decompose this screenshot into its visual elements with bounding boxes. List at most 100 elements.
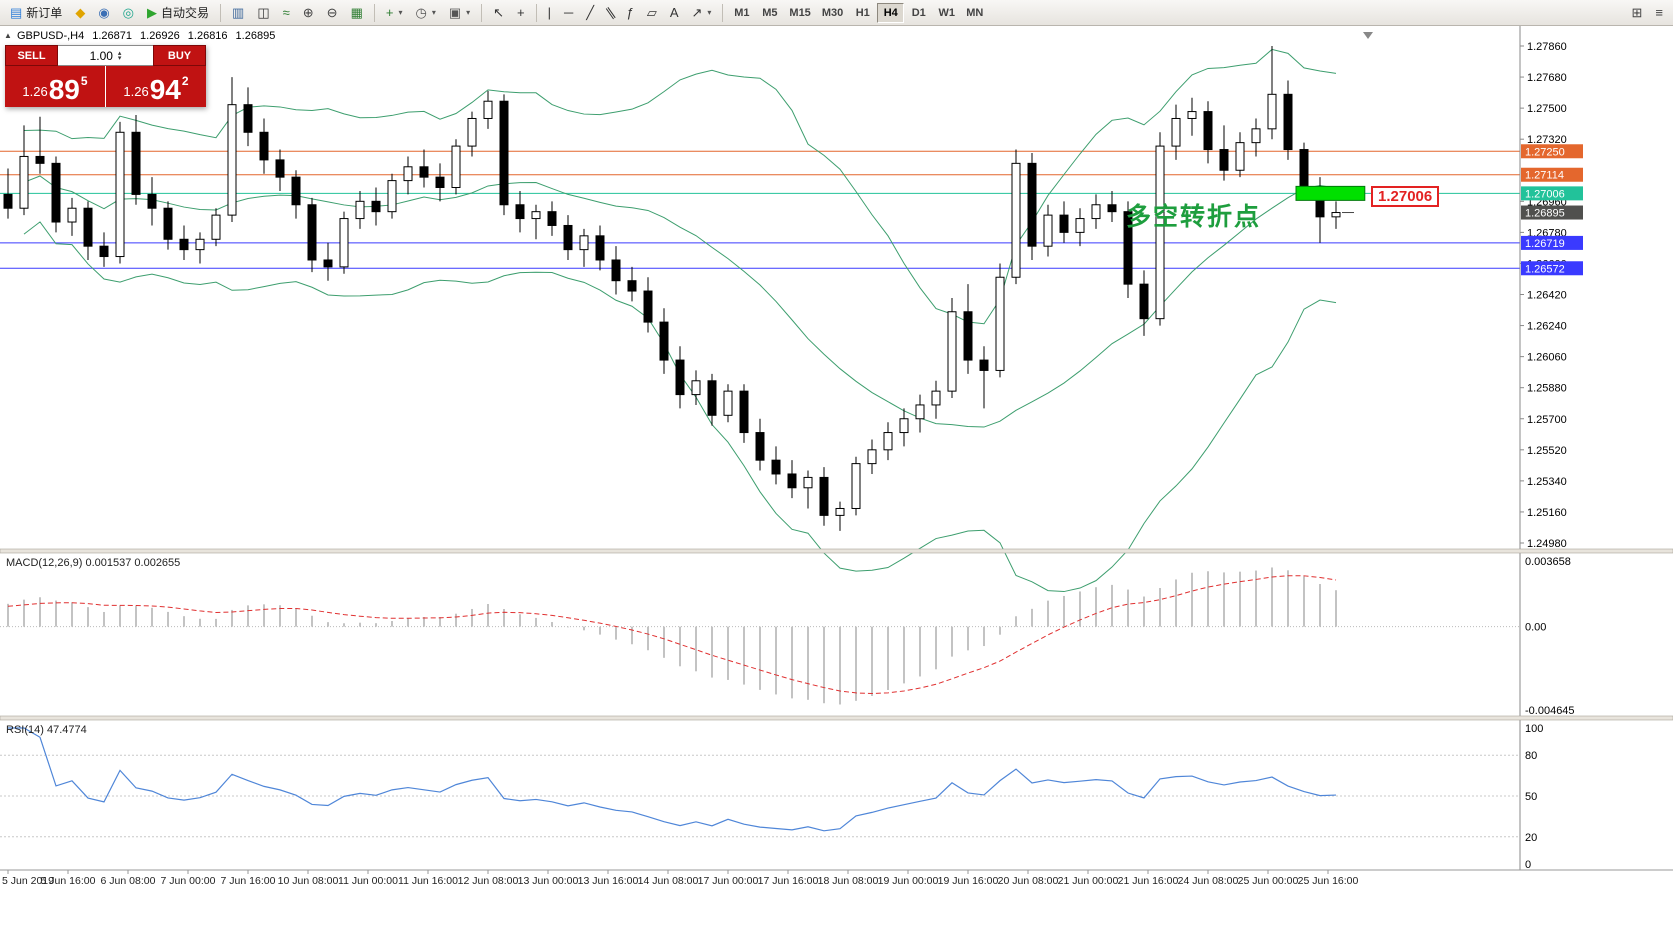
chart-ohlc-info: GBPUSD-,H4 1.26871 1.26926 1.26816 1.268… xyxy=(17,30,275,42)
candlestick-icon: ◫ xyxy=(257,5,270,20)
candle-body xyxy=(35,155,45,164)
dropdown-caret-icon: ▾ xyxy=(707,8,712,17)
candle-body xyxy=(1011,162,1021,278)
timeframe-h1-button[interactable]: H1 xyxy=(849,3,876,23)
candle-body xyxy=(931,390,941,406)
chart-shift-marker[interactable] xyxy=(1363,32,1373,39)
time-axis-label: 7 Jun 16:00 xyxy=(221,875,276,887)
bar-chart-mode-button[interactable]: ▥ xyxy=(226,2,250,24)
volume-value: 1.00 xyxy=(89,48,113,63)
rsi-axis-label: 80 xyxy=(1525,750,1537,762)
macd-panel: 0.003658 0.00 -0.004645 xyxy=(0,556,1575,717)
profile-button[interactable]: ◉ xyxy=(92,2,115,24)
horizontal-line-button[interactable]: ─ xyxy=(558,2,579,24)
channel-button[interactable]: ∥ xyxy=(601,2,620,24)
buy-price[interactable]: 1.26 94 2 xyxy=(106,66,206,107)
buy-price-big: 94 xyxy=(149,74,181,105)
ohlc-close: 1.26895 xyxy=(235,30,276,42)
indicators-button[interactable]: + ▾ xyxy=(380,2,409,24)
candle-body xyxy=(1107,204,1117,213)
candle-body xyxy=(803,476,813,489)
periods-button[interactable]: ◷ ▾ xyxy=(409,2,441,24)
sell-price-prefix: 1.26 xyxy=(22,84,48,99)
time-axis-label: 20 Jun 08:00 xyxy=(998,875,1059,887)
candle-body xyxy=(1235,142,1245,171)
timeframe-m1-button[interactable]: M1 xyxy=(728,3,755,23)
candle-body xyxy=(1187,111,1197,119)
price-axis[interactable]: 1.278601.276801.275001.273201.269601.267… xyxy=(1519,26,1583,870)
chart-canvas[interactable]: 1.278601.276801.275001.273201.269601.267… xyxy=(0,26,1673,951)
candle-body xyxy=(963,311,973,361)
arrows-button[interactable]: ↗ ▾ xyxy=(685,2,717,24)
timeframe-m15-button[interactable]: M15 xyxy=(784,3,815,23)
price-axis-label: 1.25880 xyxy=(1527,383,1567,395)
play-icon: ▶ xyxy=(147,5,157,20)
ohlc-high: 1.26926 xyxy=(140,30,180,42)
volume-up-icon[interactable]: ▴ xyxy=(117,49,122,57)
price-axis-label: 1.25700 xyxy=(1527,414,1567,426)
shapes-button[interactable]: ▱ xyxy=(641,2,663,24)
candle-body xyxy=(195,238,205,251)
market-button[interactable]: ◆ xyxy=(69,2,91,24)
volume-down-icon[interactable]: ▾ xyxy=(117,54,122,62)
sell-button[interactable]: SELL xyxy=(5,45,58,66)
refresh-button[interactable]: ◎ xyxy=(117,2,140,24)
price-axis-label: 1.25340 xyxy=(1527,476,1567,488)
zoom-out-button[interactable]: ⊖ xyxy=(321,2,344,24)
zoom-in-button[interactable]: ⊕ xyxy=(297,2,320,24)
candle-body xyxy=(675,359,685,396)
vertical-line-button[interactable]: | xyxy=(542,2,557,24)
candle-body xyxy=(259,131,269,161)
highlight-zone[interactable] xyxy=(1295,185,1366,201)
timeframe-w1-button[interactable]: W1 xyxy=(933,3,960,23)
candle-body xyxy=(243,104,253,133)
candle-body xyxy=(1267,93,1277,130)
line-chart-mode-button[interactable]: ≈ xyxy=(277,2,296,24)
crosshair-button[interactable]: + xyxy=(511,2,531,24)
fibonacci-button[interactable]: ƒ xyxy=(621,2,640,24)
volume-input[interactable]: 1.00 ▴ ▾ xyxy=(58,45,153,66)
template-icon: ▣ xyxy=(448,5,462,20)
panel-splitter[interactable] xyxy=(0,715,1673,721)
text-label-button[interactable]: A xyxy=(664,2,685,24)
candle-body xyxy=(979,359,989,371)
candle-body xyxy=(499,100,509,206)
candle-body xyxy=(83,207,93,247)
price-axis-label: 1.27500 xyxy=(1527,103,1567,115)
timeframe-mn-button[interactable]: MN xyxy=(961,3,988,23)
new-order-button[interactable]: ▤ 新订单 xyxy=(4,2,68,24)
panel-splitter[interactable] xyxy=(0,548,1673,554)
price-level-flag[interactable]: 1.27006 xyxy=(1371,186,1440,207)
candle-body xyxy=(611,259,621,282)
trendline-button[interactable]: ╱ xyxy=(580,2,600,24)
bollinger-middle-band[interactable] xyxy=(23,175,1337,428)
profile-icon: ◉ xyxy=(98,5,110,20)
chart-list-button[interactable]: ≡ xyxy=(1649,2,1669,24)
candle-body xyxy=(1203,111,1213,151)
vertical-line-icon: | xyxy=(547,5,552,20)
rsi-line[interactable] xyxy=(8,727,1337,832)
tile-windows-button[interactable]: ▦ xyxy=(345,2,369,24)
candlestick-mode-button[interactable]: ◫ xyxy=(251,2,275,24)
trade-panel-toggle-icon[interactable]: ▲ xyxy=(4,31,12,40)
buy-button[interactable]: BUY xyxy=(153,45,206,66)
templates-button[interactable]: ▣ ▾ xyxy=(443,2,476,24)
timeframe-d1-button[interactable]: D1 xyxy=(905,3,932,23)
bollinger-upper-band[interactable] xyxy=(23,48,1337,325)
price-badge xyxy=(1521,167,1583,182)
candle-body xyxy=(483,100,493,119)
turning-point-annotation[interactable]: 多空转折点 xyxy=(1126,203,1262,231)
new-chart-button[interactable]: ⊞ xyxy=(1626,2,1649,24)
auto-trading-button[interactable]: ▶ 自动交易 xyxy=(141,2,215,24)
sell-price[interactable]: 1.26 89 5 xyxy=(5,66,105,107)
candle-body xyxy=(659,321,669,361)
one-click-trading-panel: SELL 1.00 ▴ ▾ BUY 1.26 89 5 1.26 94 2 xyxy=(5,45,206,107)
timeframe-m30-button[interactable]: M30 xyxy=(817,3,848,23)
candle-body xyxy=(691,380,701,396)
timeframe-m5-button[interactable]: M5 xyxy=(756,3,783,23)
bar-chart-icon: ▥ xyxy=(232,5,245,20)
timeframe-h4-button[interactable]: H4 xyxy=(877,2,905,23)
macd-signal-line[interactable] xyxy=(7,575,1337,695)
cursor-button[interactable]: ↖ xyxy=(487,2,510,24)
